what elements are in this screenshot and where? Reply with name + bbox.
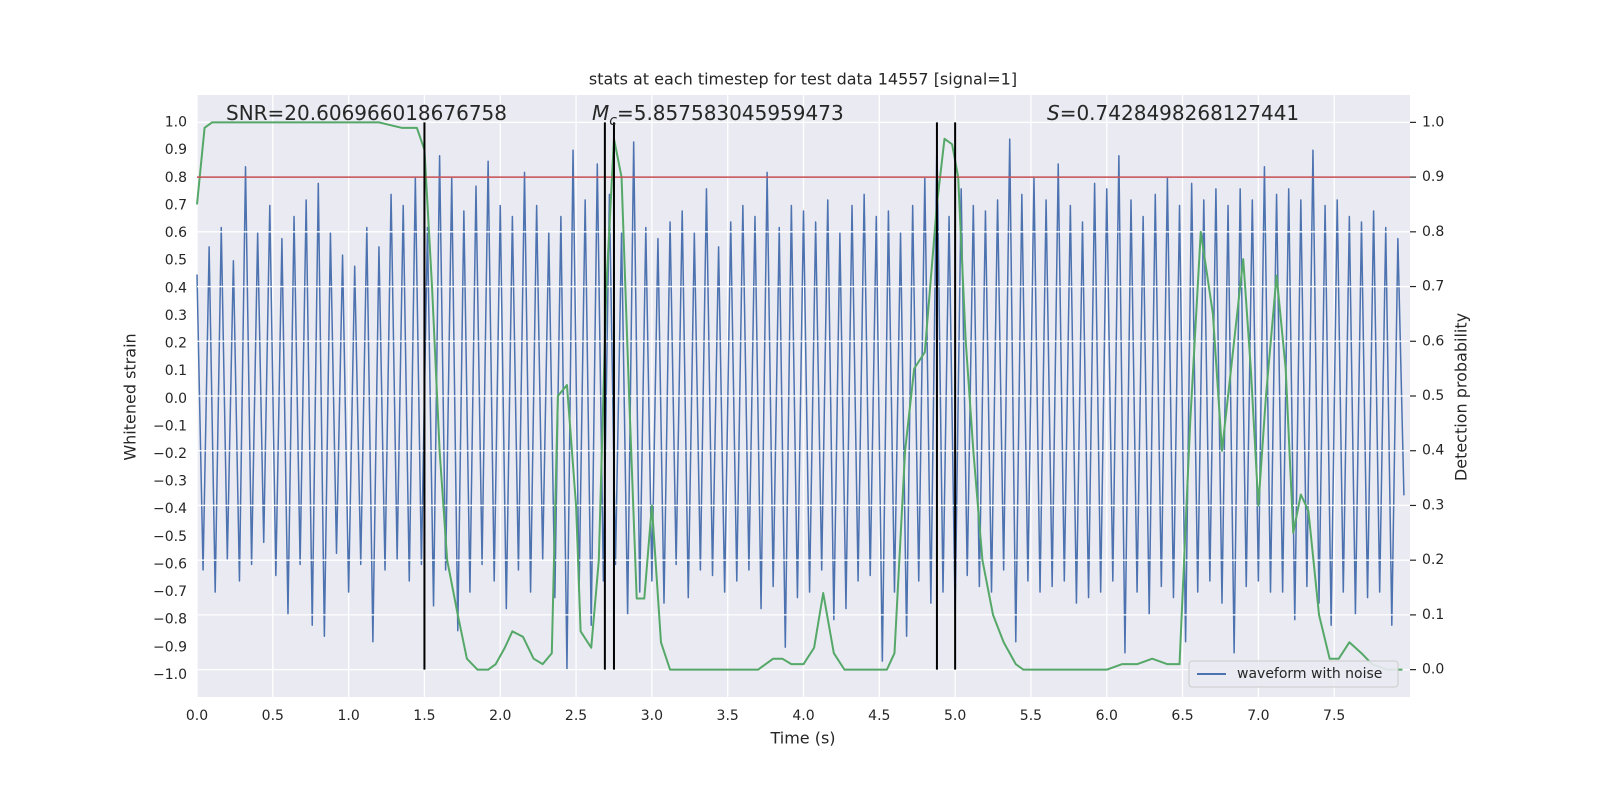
y-tick-label: 0.2 bbox=[165, 336, 187, 352]
y-tick-label: −0.7 bbox=[153, 584, 187, 600]
annotation-symbol: S bbox=[1047, 101, 1060, 125]
y-tick-label: 1.0 bbox=[165, 115, 187, 131]
y2-tick-label: 0.9 bbox=[1422, 169, 1444, 185]
y-tick-label: 0.0 bbox=[165, 391, 187, 407]
x-tick-label: 3.5 bbox=[717, 708, 739, 724]
legend-label: waveform with noise bbox=[1237, 666, 1382, 682]
y-tick-label: 0.6 bbox=[165, 225, 187, 241]
y-tick-label: −0.5 bbox=[153, 529, 187, 545]
chart-title: stats at each timestep for test data 145… bbox=[589, 70, 1017, 89]
y-tick-label: 0.3 bbox=[165, 308, 187, 324]
y-axis-label: Whitened strain bbox=[121, 333, 140, 460]
annotation: Mc=5.857583045959473 bbox=[592, 101, 844, 130]
y-tick-label: −0.8 bbox=[153, 612, 187, 628]
legend-box bbox=[1188, 660, 1399, 688]
annotation-text: SNR=20.606966018676758 bbox=[226, 101, 507, 125]
y2-tick-label: 0.4 bbox=[1422, 443, 1444, 459]
y-tick-label: −0.2 bbox=[153, 446, 187, 462]
y2-axis-label: Detection probability bbox=[1452, 313, 1471, 481]
x-tick-label: 7.5 bbox=[1323, 708, 1345, 724]
over-layer: SNR=20.606966018676758 Mc=5.8575830459594… bbox=[196, 101, 1410, 688]
y2-tick-label: 0.0 bbox=[1422, 662, 1444, 678]
y-tick-label: −0.9 bbox=[153, 639, 187, 655]
y2-tick-label: 0.2 bbox=[1422, 552, 1444, 568]
x-tick-label: 1.0 bbox=[337, 708, 359, 724]
x-tick-label: 7.0 bbox=[1247, 708, 1269, 724]
y-tick-label: 0.1 bbox=[165, 363, 187, 379]
annotation-subscript: c bbox=[609, 113, 617, 129]
y-tick-label: −0.6 bbox=[153, 556, 187, 572]
y2-tick-label: 0.3 bbox=[1422, 497, 1444, 513]
y2-tick-label: 1.0 bbox=[1422, 114, 1444, 130]
x-axis-label: Time (s) bbox=[769, 729, 835, 748]
annotation-text: =5.857583045959473 bbox=[617, 101, 844, 125]
annotation: SNR=20.606966018676758 bbox=[226, 101, 507, 125]
x-tick-label: 4.5 bbox=[868, 708, 890, 724]
x-tick-label: 6.5 bbox=[1171, 708, 1193, 724]
y2-tick-label: 0.7 bbox=[1422, 279, 1444, 295]
y-tick-label: −1.0 bbox=[153, 667, 187, 683]
x-tick-label: 4.0 bbox=[792, 708, 814, 724]
annotation: S=0.7428498268127441 bbox=[1047, 101, 1299, 125]
x-tick-label: 3.0 bbox=[641, 708, 663, 724]
y2-tick-label: 0.8 bbox=[1422, 224, 1444, 240]
x-tick-label: 5.0 bbox=[944, 708, 966, 724]
y-tick-label: −0.1 bbox=[153, 418, 187, 434]
y2-tick-label: 0.5 bbox=[1422, 388, 1444, 404]
waveform-line bbox=[196, 138, 1405, 671]
annotation-symbol: M bbox=[592, 101, 609, 125]
x-tick-label: 5.5 bbox=[1020, 708, 1042, 724]
x-tick-label: 1.5 bbox=[413, 708, 435, 724]
x-tick-label: 6.0 bbox=[1096, 708, 1118, 724]
y-tick-label: −0.4 bbox=[153, 501, 187, 517]
y-tick-label: 0.4 bbox=[165, 280, 187, 296]
y2-tick-label: 0.1 bbox=[1422, 607, 1444, 623]
y-tick-label: 0.8 bbox=[165, 170, 187, 186]
annotation-text: =0.7428498268127441 bbox=[1060, 101, 1299, 125]
y-tick-label: 0.5 bbox=[165, 253, 187, 269]
y2-tick-label: 0.6 bbox=[1422, 333, 1444, 349]
y-tick-label: 0.9 bbox=[165, 142, 187, 158]
x-tick-label: 0.0 bbox=[186, 708, 208, 724]
probability-line bbox=[196, 121, 1403, 671]
x-tick-label: 0.5 bbox=[262, 708, 284, 724]
y-tick-label: 0.7 bbox=[165, 197, 187, 213]
x-tick-label: 2.5 bbox=[565, 708, 587, 724]
x-tick-label: 2.0 bbox=[489, 708, 511, 724]
y-tick-label: −0.3 bbox=[153, 474, 187, 490]
